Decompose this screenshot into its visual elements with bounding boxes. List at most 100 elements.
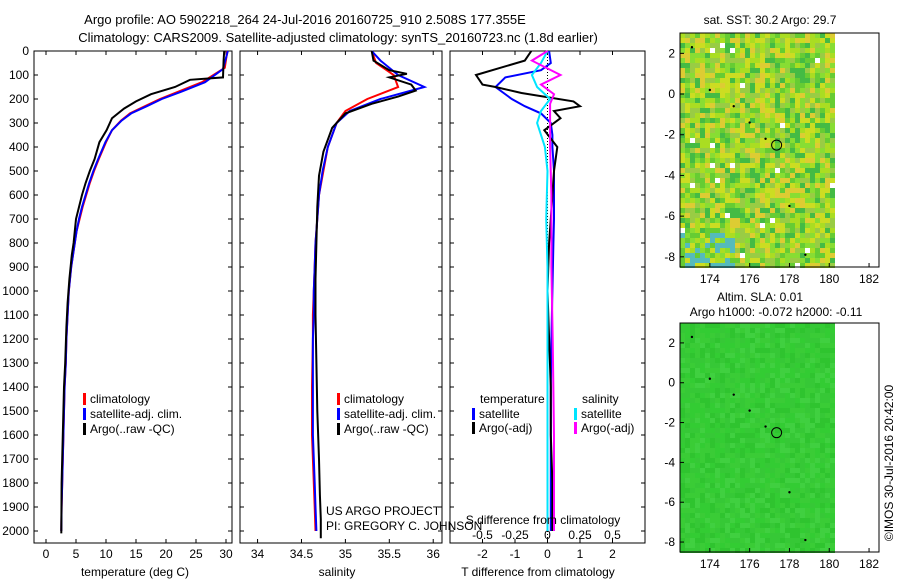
map-cell [740,438,745,443]
map-cell [825,403,830,408]
map-cell [785,328,790,333]
map-cell [830,473,835,478]
map-cell [765,108,770,113]
map-cell [725,168,730,173]
map-cell [735,53,740,58]
map-cell [815,188,820,193]
map-cell [680,253,685,258]
map-cell [735,218,740,223]
argo-position-marker [771,139,783,151]
map-cell [810,538,815,543]
map-cell [690,78,695,83]
map-cell [715,148,720,153]
map-cell [825,508,830,513]
map-cell [725,423,730,428]
map-cell [790,138,795,143]
map-cell [785,243,790,248]
map-cell [700,258,705,263]
map-cell [725,338,730,343]
map-cell [785,388,790,393]
map-cell [760,158,765,163]
map-cell [705,138,710,143]
map-cell [825,158,830,163]
map-cell [800,203,805,208]
map-cell [740,203,745,208]
map-cell [700,238,705,243]
map-cell [810,438,815,443]
map-cell [725,128,730,133]
map-cell [685,438,690,443]
map-cell [765,43,770,48]
map-cell [720,93,725,98]
map-cell [710,158,715,163]
map-cell [790,483,795,488]
map-cell [765,203,770,208]
map-cell [740,253,745,258]
map-cell [710,383,715,388]
map-cell [805,498,810,503]
map-cell [780,248,785,253]
map-cell [700,173,705,178]
map-cell [745,68,750,73]
map-cell [795,483,800,488]
map-cell [750,133,755,138]
map-cell [710,98,715,103]
map-cell [710,503,715,508]
map-cell [730,193,735,198]
map-cell [700,113,705,118]
map-cell [695,393,700,398]
map-cell [830,48,835,53]
map-cell [690,238,695,243]
map-cell [810,353,815,358]
map-cell [820,508,825,513]
map-cell [710,243,715,248]
map-cell [735,453,740,458]
map-cell [715,58,720,63]
map-cell [805,253,810,258]
map-cell [790,523,795,528]
map-cell [755,63,760,68]
map-cell [830,373,835,378]
map-cell [705,188,710,193]
map-cell [710,328,715,333]
map-cell [740,128,745,133]
map-cell [815,78,820,83]
map-cell [755,488,760,493]
map-y-tick-label: -8 [664,250,675,264]
map-cell [720,128,725,133]
map-cell [720,333,725,338]
map-cell [705,173,710,178]
map-cell [750,63,755,68]
map-cell [830,53,835,58]
map-cell [730,218,735,223]
map-cell [825,43,830,48]
map-cell [680,338,685,343]
map-cell [795,358,800,363]
map-cell [705,418,710,423]
map-cell [830,528,835,533]
map-cell [820,33,825,38]
map-cell [790,173,795,178]
map-cell [680,73,685,78]
map-cell [745,138,750,143]
map-cell [760,103,765,108]
map-cell [770,353,775,358]
map-cell [685,428,690,433]
map-cell [740,213,745,218]
map-cell [755,363,760,368]
map-cell [830,108,835,113]
map-cell [730,418,735,423]
map-cell [825,498,830,503]
map-cell [825,133,830,138]
map-cell [715,158,720,163]
map-cell [700,388,705,393]
map-cell [745,153,750,158]
map-cell [755,188,760,193]
map-cell [765,33,770,38]
map-cell [755,108,760,113]
map-cell [790,183,795,188]
map-cell [775,508,780,513]
map-cell [810,498,815,503]
map-cell [755,368,760,373]
